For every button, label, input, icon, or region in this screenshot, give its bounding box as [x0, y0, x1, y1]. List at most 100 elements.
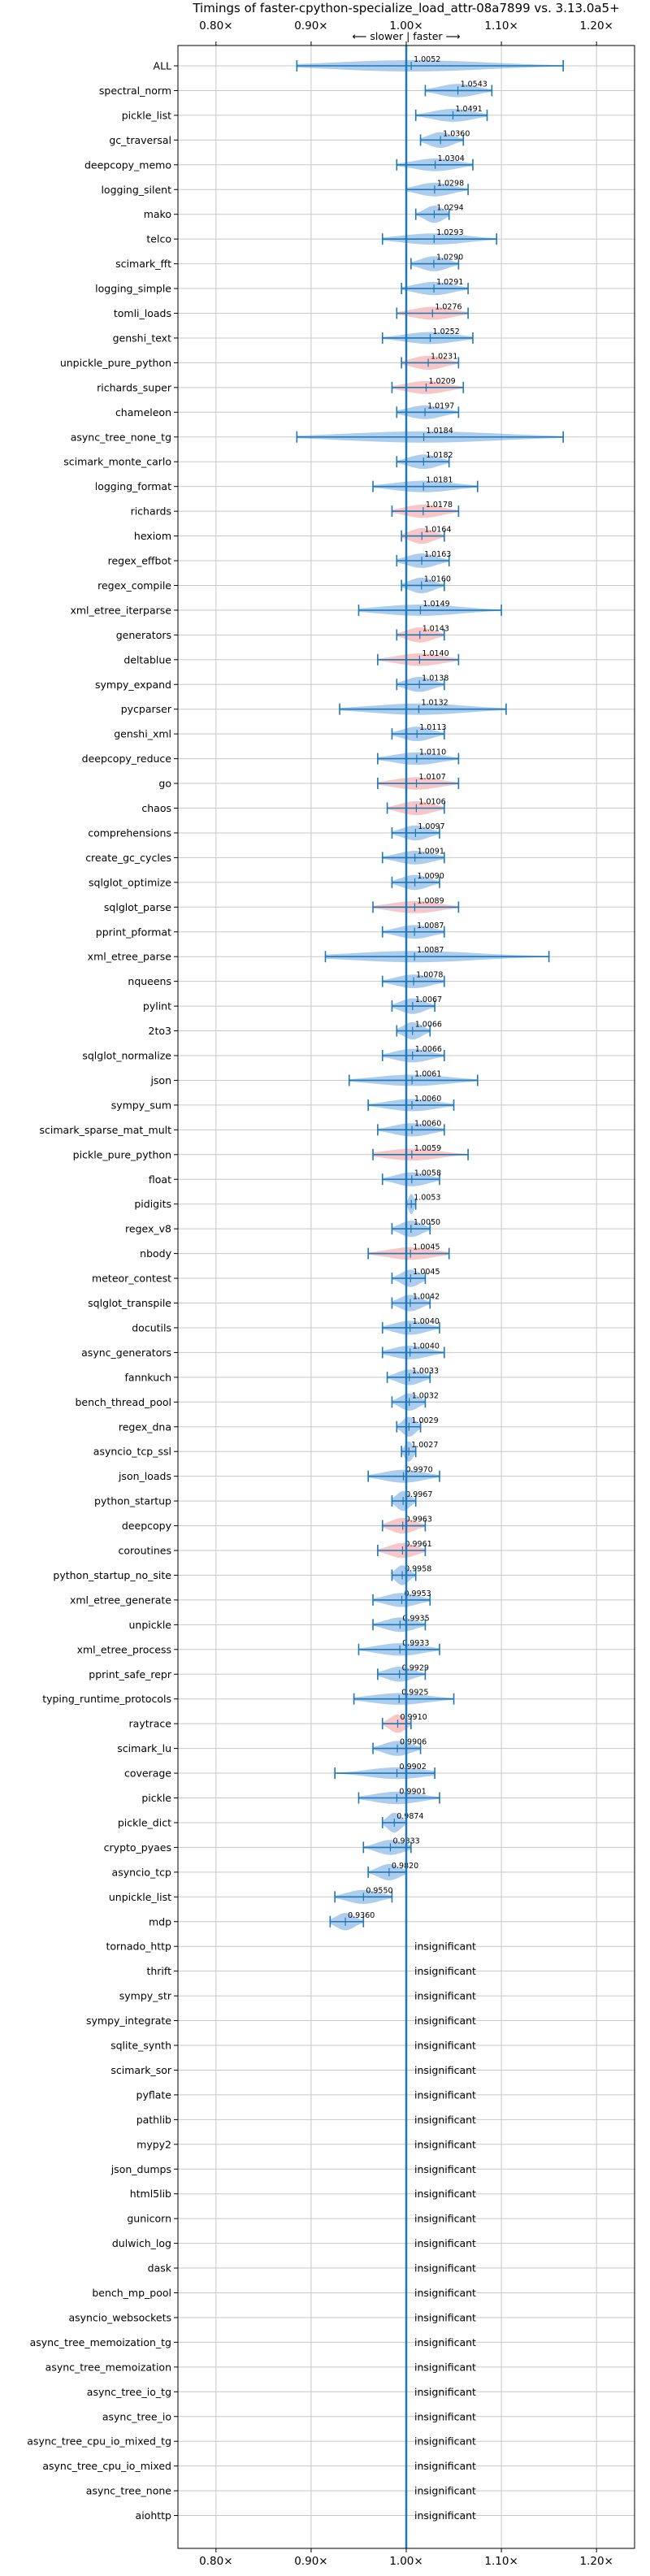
- y-tick-label: dulwich_log: [112, 2237, 171, 2249]
- insignificant-label: insignificant: [414, 2040, 476, 2052]
- value-label: 1.0304: [438, 154, 465, 163]
- y-tick-label: pickle_list: [122, 109, 171, 121]
- y-tick-label: regex_effbot: [108, 555, 171, 567]
- y-tick-label: json_loads: [118, 1470, 171, 1482]
- y-tick-label: deepcopy_reduce: [82, 752, 172, 765]
- y-tick-label: float: [149, 1173, 171, 1186]
- y-tick-label: spectral_norm: [99, 85, 171, 97]
- y-tick-label: pickle_dict: [118, 1816, 171, 1828]
- value-label: 1.0163: [424, 550, 451, 559]
- value-label: 1.0067: [415, 995, 442, 1004]
- y-tick-label: sympy_str: [119, 1990, 172, 2002]
- value-label: 0.9910: [400, 1713, 427, 1722]
- y-tick-label: sqlglot_normalize: [82, 1050, 171, 1062]
- y-tick-label: json: [150, 1074, 171, 1086]
- y-tick-label: mako: [144, 208, 171, 220]
- y-tick-label: gunicorn: [127, 2213, 171, 2225]
- insignificant-label: insignificant: [414, 2460, 476, 2472]
- y-tick-label: asyncio_tcp_ssl: [93, 1446, 171, 1458]
- plot-frame: [177, 45, 635, 2549]
- value-label: 0.9963: [405, 1516, 432, 1524]
- insignificant-label: insignificant: [414, 2287, 476, 2299]
- value-label: 1.0040: [413, 1317, 440, 1326]
- y-tick-label: xml_etree_generate: [70, 1594, 171, 1606]
- value-label: 1.0143: [422, 624, 449, 633]
- value-label: 1.0178: [426, 501, 453, 510]
- value-label: 1.0149: [422, 600, 449, 609]
- y-tick-label: asyncio_tcp: [112, 1866, 172, 1878]
- y-tick-label: bench_thread_pool: [75, 1396, 171, 1408]
- value-label: 1.0052: [414, 55, 440, 64]
- y-tick-label: async_tree_io: [102, 2410, 171, 2422]
- value-label: 1.0106: [418, 798, 445, 807]
- y-tick-label: dask: [148, 2262, 172, 2275]
- value-label: 0.9902: [400, 1763, 427, 1772]
- y-tick-label: typing_runtime_protocols: [42, 1693, 171, 1705]
- insignificant-label: insignificant: [414, 1990, 476, 2002]
- value-label: 1.0107: [419, 773, 446, 782]
- y-tick-label: pycparser: [121, 703, 172, 715]
- y-tick-label: mypy2: [136, 2138, 171, 2150]
- value-label: 0.9933: [402, 1639, 429, 1648]
- y-tick-label: mdp: [149, 1915, 171, 1928]
- y-tick-label: hexiom: [134, 530, 171, 542]
- value-label: 1.0182: [426, 451, 453, 460]
- value-label: 1.0027: [411, 1441, 438, 1450]
- y-tick-label: scimark_monte_carlo: [63, 456, 171, 468]
- y-tick-label: deepcopy_memo: [84, 158, 171, 171]
- y-tick-label: sqlglot_optimize: [89, 876, 171, 888]
- y-tick-label: ALL: [154, 60, 172, 72]
- x-tick-label-bottom: 1.10×: [484, 2555, 518, 2568]
- value-label: 1.0164: [424, 526, 451, 535]
- insignificant-label: insignificant: [414, 1965, 476, 1977]
- value-label: 1.0042: [413, 1293, 440, 1302]
- value-label: 1.0089: [417, 896, 444, 905]
- y-tick-label: async_tree_io_tg: [87, 2386, 171, 2398]
- value-label: 1.0060: [414, 1095, 441, 1104]
- y-tick-label: html5lib: [130, 2188, 171, 2200]
- y-tick-label: pidigits: [134, 1198, 171, 1210]
- y-tick-label: tornado_http: [106, 1941, 171, 1953]
- y-tick-label: unpickle: [128, 1619, 171, 1631]
- y-tick-label: pylint: [143, 1000, 171, 1013]
- value-label: 1.0276: [435, 303, 462, 312]
- value-label: 1.0050: [414, 1218, 440, 1227]
- y-tick-label: logging_format: [95, 480, 171, 492]
- value-label: 1.0078: [416, 971, 443, 980]
- insignificant-label: insignificant: [414, 2138, 476, 2150]
- insignificant-label: insignificant: [414, 2088, 476, 2101]
- value-label: 1.0066: [415, 1045, 442, 1054]
- y-tick-label: unpickle_list: [109, 1891, 171, 1903]
- y-tick-label: meteor_contest: [92, 1273, 171, 1285]
- insignificant-label: insignificant: [414, 2014, 476, 2027]
- y-tick-label: scimark_fft: [115, 258, 171, 270]
- y-tick-label: logging_silent: [101, 184, 171, 196]
- y-tick-label: pathlib: [136, 2114, 171, 2126]
- value-label: 0.9360: [348, 1911, 375, 1920]
- y-tick-label: deepcopy: [122, 1520, 172, 1532]
- y-tick-label: python_startup_no_site: [53, 1569, 171, 1581]
- value-label: 1.0181: [426, 476, 453, 485]
- y-tick-label: chaos: [141, 802, 171, 814]
- value-label: 1.0032: [412, 1391, 439, 1400]
- y-tick-label: fannkuch: [125, 1371, 171, 1383]
- y-tick-label: thrift: [146, 1965, 171, 1977]
- value-label: 0.9906: [400, 1738, 427, 1747]
- insignificant-label: insignificant: [414, 2213, 476, 2225]
- insignificant-label: insignificant: [414, 2163, 476, 2175]
- y-tick-label: pickle: [141, 1792, 171, 1804]
- value-label: 1.0231: [431, 352, 457, 361]
- y-tick-label: async_tree_memoization: [46, 2361, 171, 2373]
- value-label: 1.0110: [419, 748, 446, 757]
- y-tick-label: sqlglot_transpile: [88, 1297, 171, 1309]
- value-label: 0.9550: [366, 1886, 392, 1895]
- value-label: 1.0045: [413, 1243, 440, 1252]
- x-tick-label-top: 1.20×: [579, 20, 613, 33]
- y-tick-label: sympy_sum: [111, 1099, 171, 1111]
- y-tick-label: sympy_integrate: [86, 2014, 171, 2027]
- value-label: 0.9929: [402, 1663, 429, 1672]
- y-tick-label: 2to3: [149, 1025, 171, 1037]
- value-label: 1.0360: [443, 129, 470, 138]
- y-tick-label: logging_simple: [95, 283, 171, 295]
